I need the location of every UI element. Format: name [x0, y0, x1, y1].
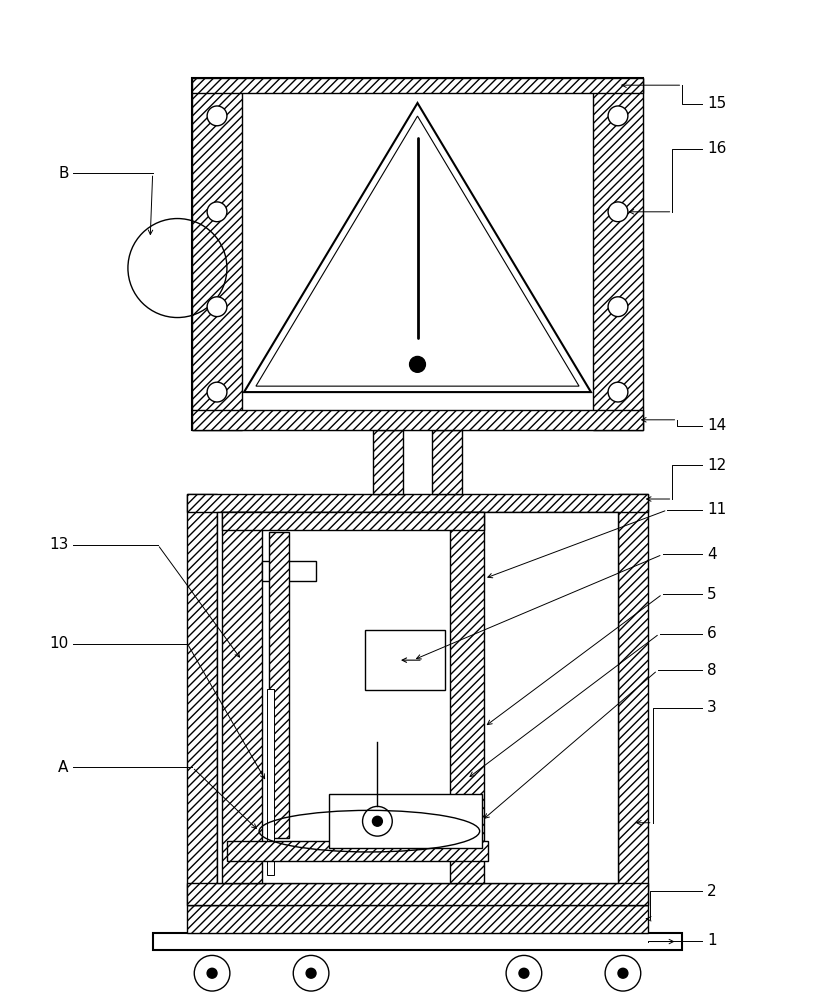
- Bar: [192, 78, 643, 430]
- Bar: [366, 630, 444, 690]
- Text: 13: 13: [49, 537, 68, 552]
- Text: 12: 12: [707, 458, 726, 473]
- Bar: [192, 410, 643, 430]
- Text: 16: 16: [707, 141, 726, 156]
- Bar: [217, 512, 618, 883]
- Circle shape: [372, 816, 382, 826]
- Bar: [187, 883, 648, 905]
- Text: 11: 11: [707, 502, 726, 517]
- Bar: [329, 794, 482, 848]
- Circle shape: [207, 382, 227, 402]
- Circle shape: [207, 968, 217, 978]
- Circle shape: [618, 968, 628, 978]
- Text: B: B: [58, 166, 68, 181]
- Bar: [373, 430, 402, 494]
- Text: 10: 10: [49, 636, 68, 651]
- Bar: [187, 494, 648, 512]
- Circle shape: [207, 297, 227, 317]
- Circle shape: [207, 202, 227, 222]
- Text: 1: 1: [707, 933, 716, 948]
- Bar: [187, 494, 217, 905]
- Bar: [433, 430, 462, 494]
- Circle shape: [608, 297, 628, 317]
- Bar: [222, 512, 261, 883]
- Bar: [153, 933, 682, 950]
- Circle shape: [207, 106, 227, 126]
- Text: 6: 6: [707, 626, 716, 641]
- Text: 2: 2: [707, 884, 716, 899]
- Circle shape: [410, 356, 425, 372]
- Bar: [192, 78, 643, 93]
- Text: 15: 15: [707, 96, 726, 111]
- Text: 5: 5: [707, 587, 716, 602]
- Bar: [222, 512, 484, 530]
- Bar: [187, 905, 648, 933]
- Bar: [227, 841, 488, 861]
- Bar: [266, 689, 275, 875]
- Text: A: A: [58, 760, 68, 775]
- Circle shape: [608, 382, 628, 402]
- Bar: [593, 78, 643, 430]
- Text: 14: 14: [707, 418, 726, 433]
- Text: 3: 3: [707, 700, 716, 715]
- Circle shape: [608, 202, 628, 222]
- Circle shape: [306, 968, 316, 978]
- Text: 4: 4: [707, 547, 716, 562]
- Circle shape: [519, 968, 529, 978]
- Circle shape: [608, 106, 628, 126]
- Bar: [261, 561, 316, 581]
- Bar: [192, 78, 242, 430]
- Bar: [618, 494, 648, 905]
- Bar: [449, 512, 484, 883]
- Bar: [270, 532, 289, 838]
- Text: 8: 8: [707, 663, 716, 678]
